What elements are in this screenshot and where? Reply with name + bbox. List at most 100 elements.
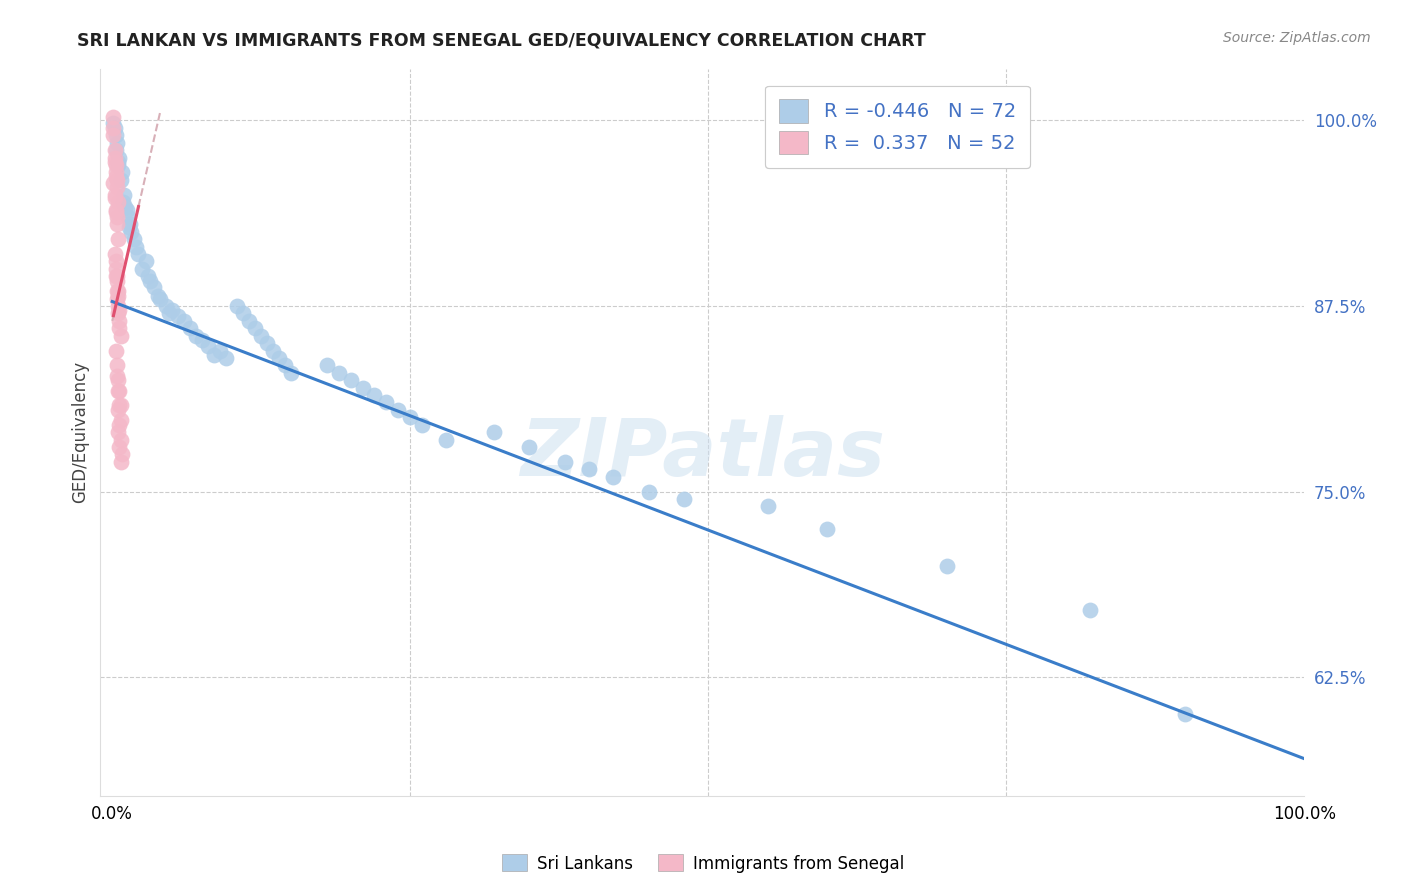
Point [110,328,132,343]
Point [399,410,422,425]
Point [104,151,127,165]
Point [107,425,129,439]
Point [179,321,201,335]
Point [107,155,129,169]
Point [117,210,139,224]
Point [110,413,132,427]
Point [1078,603,1101,617]
Point [107,232,129,246]
Point [315,359,337,373]
Text: ZIPatlas: ZIPatlas [520,415,884,493]
Point [103,128,125,143]
Point [519,440,541,454]
Point [105,180,128,194]
Point [554,455,576,469]
Point [105,284,128,298]
Point [112,187,135,202]
Point [637,484,659,499]
Point [256,336,278,351]
Point [387,403,409,417]
Point [107,158,129,172]
Point [104,343,127,358]
Point [602,469,624,483]
Point [104,158,127,172]
Point [262,343,284,358]
Point [197,339,219,353]
Point [110,433,132,447]
Point [756,500,779,514]
Point [155,299,177,313]
Point [146,288,169,302]
Point [160,303,183,318]
Legend: R = -0.446   N = 72, R =  0.337   N = 52: R = -0.446 N = 72, R = 0.337 N = 52 [765,86,1029,168]
Point [411,417,433,432]
Point [250,328,273,343]
Point [105,173,128,187]
Point [128,247,150,261]
Point [111,447,134,461]
Point [103,120,125,135]
Point [817,522,839,536]
Point [104,187,127,202]
Point [115,202,138,217]
Point [107,284,129,298]
Point [104,247,127,261]
Point [108,399,131,413]
Point [232,306,254,320]
Point [105,218,128,232]
Point [105,210,128,224]
Point [935,558,957,573]
Point [111,165,134,179]
Point [120,218,142,232]
Point [125,239,148,253]
Point [105,136,128,150]
Point [328,366,350,380]
Point [104,143,127,157]
Point [166,310,188,324]
Point [108,314,131,328]
Point [110,455,132,469]
Point [104,191,127,205]
Point [111,195,134,210]
Point [105,274,128,288]
Point [105,368,128,383]
Point [245,321,267,335]
Point [107,384,129,398]
Point [104,254,127,268]
Point [184,328,207,343]
Point [110,173,132,187]
Point [202,348,225,362]
Point [159,306,181,320]
Point [107,403,129,417]
Point [280,366,302,380]
Point [104,120,127,135]
Point [238,314,260,328]
Point [104,205,127,219]
Point [190,333,212,347]
Y-axis label: GED/Equivalency: GED/Equivalency [72,361,89,503]
Point [107,195,129,210]
Point [103,111,125,125]
Point [135,254,157,268]
Point [104,128,127,143]
Point [375,395,398,409]
Point [107,288,129,302]
Legend: Sri Lankans, Immigrants from Senegal: Sri Lankans, Immigrants from Senegal [495,847,911,880]
Point [110,399,132,413]
Point [104,155,127,169]
Point [108,151,131,165]
Point [1174,707,1197,722]
Point [105,359,128,373]
Point [139,274,162,288]
Point [104,165,127,179]
Point [107,306,129,320]
Point [118,220,141,235]
Point [673,491,696,506]
Point [105,269,128,284]
Point [107,373,129,387]
Point [108,417,131,432]
Point [482,425,505,439]
Point [363,388,385,402]
Point [208,343,231,358]
Point [108,384,131,398]
